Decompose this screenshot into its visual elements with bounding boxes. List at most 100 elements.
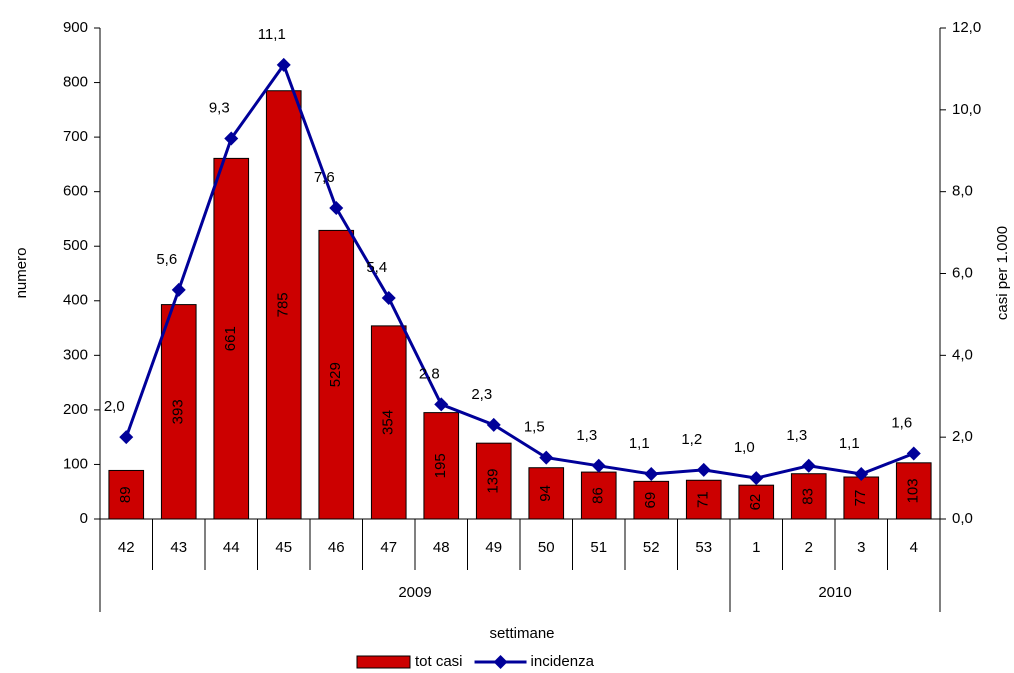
line-value-label: 2,3 xyxy=(471,386,492,403)
line-marker xyxy=(276,57,291,72)
x-tick-label: 50 xyxy=(538,539,555,556)
line-value-label: 1,6 xyxy=(891,415,912,432)
line-value-label: 1,3 xyxy=(786,427,807,444)
y2-tick-label: 10,0 xyxy=(952,101,981,118)
line-marker xyxy=(644,466,659,481)
x-tick-label: 4 xyxy=(910,539,918,556)
legend-label: incidenza xyxy=(531,653,595,670)
bar-value-label: 83 xyxy=(800,488,817,505)
bar xyxy=(370,325,407,520)
y2-tick-label: 0,0 xyxy=(952,510,973,527)
line-marker xyxy=(381,291,396,306)
line-value-label: 1,2 xyxy=(681,431,702,448)
bar xyxy=(633,480,670,520)
line-value-label: 1,0 xyxy=(734,439,755,456)
line-value-label: 1,3 xyxy=(576,427,597,444)
line xyxy=(124,61,915,480)
bar xyxy=(895,462,932,520)
x-tick-label: 44 xyxy=(223,539,240,556)
bar-value-label: 785 xyxy=(275,292,292,317)
x-tick-label: 51 xyxy=(590,539,607,556)
line-value-label: 5,4 xyxy=(366,259,387,276)
bar-value-label: 103 xyxy=(905,478,922,503)
y-tick-label: 100 xyxy=(63,455,88,472)
bar-value-label: 661 xyxy=(222,326,239,351)
bar xyxy=(475,442,512,520)
bar-value-label: 529 xyxy=(327,362,344,387)
line-marker xyxy=(801,458,816,473)
line-value-label: 2,8 xyxy=(419,365,440,382)
bar-value-label: 393 xyxy=(170,399,187,424)
bar-value-label: 89 xyxy=(117,486,134,503)
line-value-label: 1,1 xyxy=(839,435,860,452)
line-value-label: 11,1 xyxy=(258,26,286,43)
x-tick-label: 49 xyxy=(485,539,502,556)
x-tick-label: 2 xyxy=(805,539,813,556)
line-marker xyxy=(119,430,134,445)
line-value-label: 7,6 xyxy=(314,169,335,186)
x-tick-label: 47 xyxy=(380,539,397,556)
y-tick-label: 300 xyxy=(63,346,88,363)
x-tick-label: 53 xyxy=(695,539,712,556)
y2-tick-label: 6,0 xyxy=(952,264,973,281)
y-tick-label: 0 xyxy=(80,510,88,527)
line-marker xyxy=(539,450,554,465)
bar-value-label: 94 xyxy=(537,485,554,502)
line-value-label: 1,1 xyxy=(629,435,650,452)
bar-value-label: 69 xyxy=(642,492,659,509)
group-label: 2009 xyxy=(398,584,431,601)
y-tick-label: 600 xyxy=(63,183,88,200)
bar xyxy=(423,412,460,520)
x-axis-title: settimane xyxy=(489,625,554,642)
line-marker xyxy=(906,446,921,461)
legend-label: tot casi xyxy=(415,653,463,670)
y-tick-label: 800 xyxy=(63,74,88,91)
y-tick-label: 700 xyxy=(63,128,88,145)
bar xyxy=(685,479,722,520)
x-tick-label: 48 xyxy=(433,539,450,556)
y-tick-label: 500 xyxy=(63,237,88,254)
bar-value-label: 86 xyxy=(590,487,607,504)
line-marker xyxy=(591,458,606,473)
y-tick-label: 900 xyxy=(63,19,88,36)
bar xyxy=(213,157,250,520)
x-tick-label: 43 xyxy=(170,539,187,556)
line-value-label: 2,0 xyxy=(104,398,125,415)
y2-tick-label: 4,0 xyxy=(952,346,973,363)
y2-tick-label: 2,0 xyxy=(952,428,973,445)
bar-value-label: 71 xyxy=(695,491,712,508)
y-axis-title: numero xyxy=(13,248,30,299)
y2-axis-title: casi per 1.000 xyxy=(994,226,1011,320)
line-marker xyxy=(224,131,239,146)
line-value-label: 5,6 xyxy=(156,251,177,268)
line-marker xyxy=(434,397,449,412)
x-tick-label: 46 xyxy=(328,539,345,556)
y-tick-label: 400 xyxy=(63,292,88,309)
line-value-label: 9,3 xyxy=(209,99,230,116)
bar-value-label: 139 xyxy=(485,469,502,494)
bar xyxy=(843,476,880,520)
bar-value-label: 77 xyxy=(852,490,869,507)
line-marker xyxy=(749,471,764,486)
bar-value-label: 195 xyxy=(432,453,449,478)
x-tick-label: 3 xyxy=(857,539,865,556)
line-value-label: 1,5 xyxy=(524,419,545,436)
x-tick-label: 42 xyxy=(118,539,135,556)
y-tick-label: 200 xyxy=(63,401,88,418)
legend-marker xyxy=(493,655,508,669)
bar xyxy=(738,484,775,520)
y2-tick-label: 8,0 xyxy=(952,183,973,200)
x-tick-label: 45 xyxy=(275,539,292,556)
line-marker xyxy=(854,466,869,481)
bar xyxy=(790,473,827,520)
legend-swatch xyxy=(356,655,411,669)
y2-tick-label: 12,0 xyxy=(952,19,981,36)
bar xyxy=(108,469,145,520)
bar xyxy=(528,467,565,520)
bar xyxy=(160,304,197,520)
x-tick-label: 52 xyxy=(643,539,660,556)
line-marker xyxy=(171,282,186,297)
line-marker xyxy=(329,201,344,216)
group-label: 2010 xyxy=(818,584,851,601)
